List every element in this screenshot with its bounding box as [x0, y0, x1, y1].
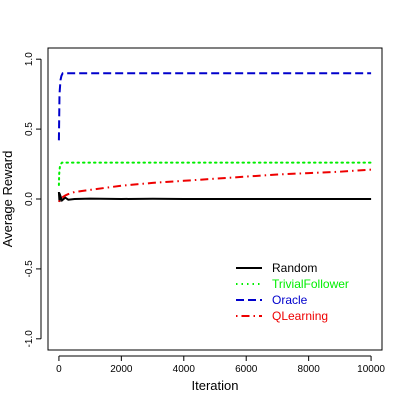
x-axis-label: Iteration — [192, 378, 239, 393]
x-tick-label: 10000 — [357, 364, 385, 375]
legend-label: TrivialFollower — [272, 277, 349, 291]
series-line-qlearning — [58, 168, 372, 203]
y-axis: -1.0 -0.5 0.0 0.5 1.0 — [24, 52, 42, 348]
y-axis-label: Average Reward — [0, 151, 15, 248]
y-tick-label: -1.0 — [24, 330, 35, 348]
series-layer — [57, 72, 373, 203]
x-tick-label: 0 — [56, 364, 62, 375]
series-line-random — [57, 191, 372, 203]
legend: Random TrivialFollower Oracle QLearning — [236, 261, 349, 323]
x-tick-label: 2000 — [110, 364, 133, 375]
x-tick-label: 8000 — [298, 364, 321, 375]
series-line-trivialfollower — [57, 161, 373, 186]
x-tick-label: 6000 — [235, 364, 258, 375]
y-tick-label: 0.0 — [24, 192, 35, 206]
y-tick-label: -0.5 — [24, 260, 35, 278]
y-tick-label: 0.5 — [24, 122, 35, 136]
legend-label: Oracle — [272, 293, 308, 307]
legend-label: Random — [272, 261, 317, 275]
series-line-oracle — [57, 72, 372, 141]
plot-frame — [47, 47, 383, 351]
y-tick-label: 1.0 — [24, 52, 35, 66]
x-tick-label: 4000 — [173, 364, 196, 375]
x-axis: 0 2000 4000 6000 8000 10000 — [56, 355, 385, 375]
legend-label: QLearning — [272, 309, 328, 323]
